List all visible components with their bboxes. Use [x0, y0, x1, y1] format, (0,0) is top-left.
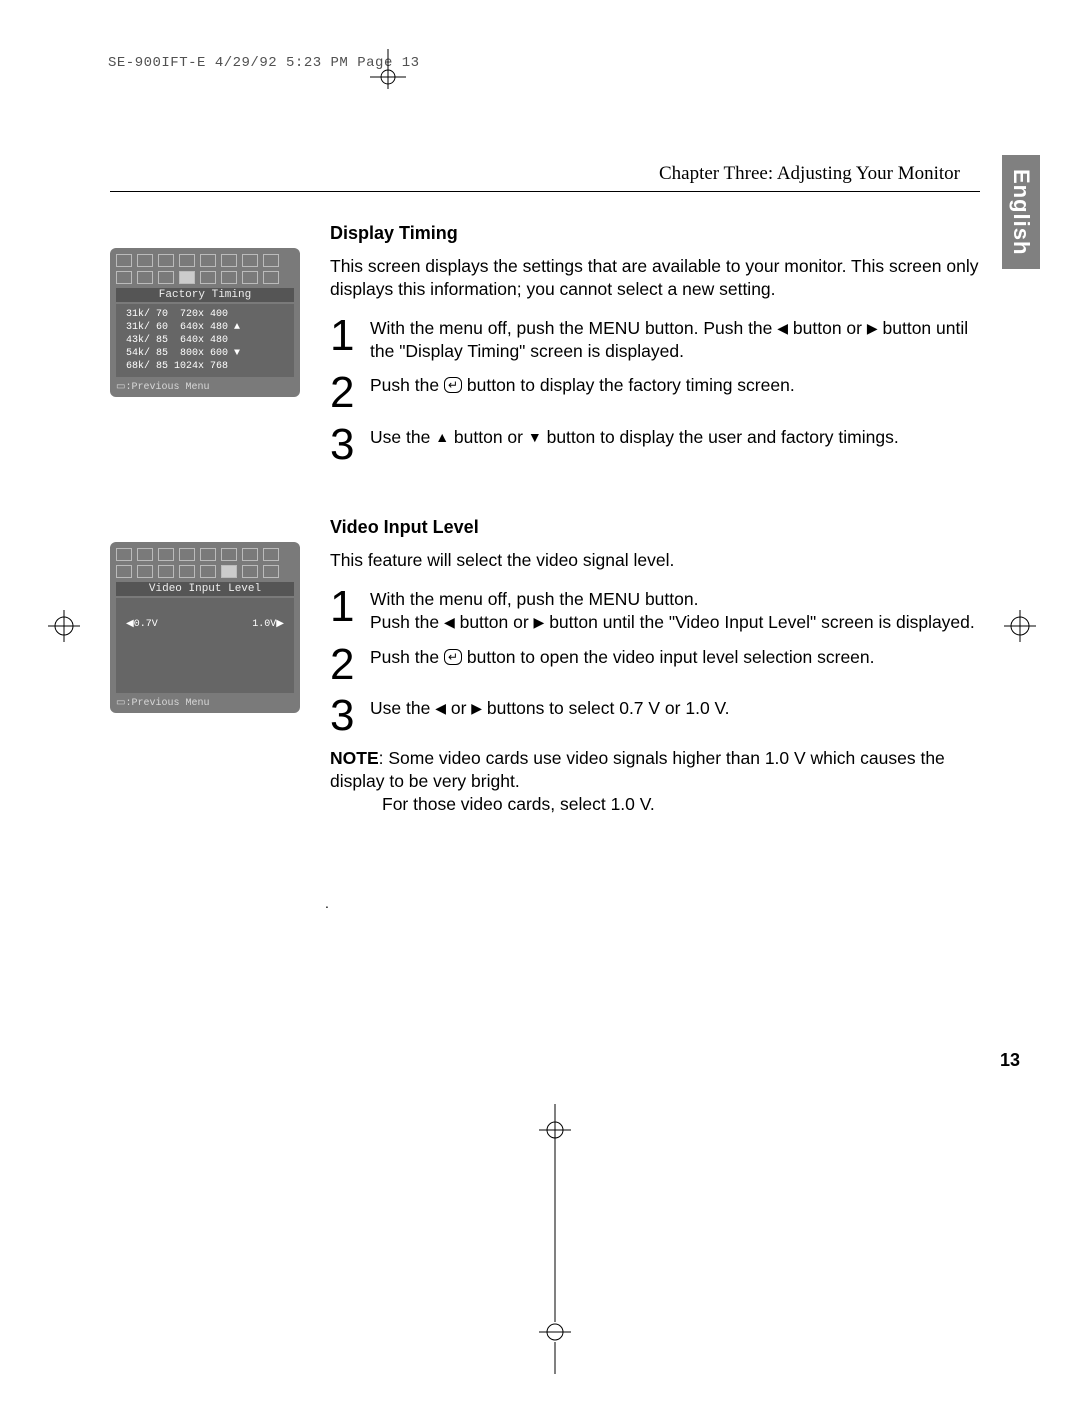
osd-screenshot-timing: Factory Timing 31k/ 70 720x 400 31k/ 60 … — [110, 248, 300, 397]
section-title: Video Input Level — [330, 516, 980, 539]
osd-footer: ▭:Previous Menu — [110, 381, 300, 395]
note-text: : Some video cards use video signals hig… — [330, 748, 945, 791]
step-text: buttons to select 0.7 V or 1.0 V. — [482, 698, 729, 718]
section-display-timing: Factory Timing 31k/ 70 720x 400 31k/ 60 … — [110, 222, 980, 476]
register-mark-left — [44, 606, 84, 646]
step-number: 1 — [330, 315, 358, 363]
step-text: button to display the user and factory t… — [542, 427, 899, 447]
section-intro: This screen displays the settings that a… — [330, 255, 980, 301]
down-arrow-icon: ▼ — [528, 428, 542, 446]
osd-icon-row — [110, 252, 300, 269]
osd-icon-row — [110, 546, 300, 563]
step-text: With the menu off, push the MENU button.… — [370, 318, 777, 338]
step-text: button until the "Video Input Level" scr… — [544, 612, 974, 632]
osd-title: Factory Timing — [116, 288, 294, 302]
osd-title: Video Input Level — [116, 582, 294, 596]
page-number: 13 — [1000, 1050, 1020, 1071]
osd-screenshot-video: Video Input Level ◀0.7V 1.0V▶ ▭:Previous… — [110, 542, 300, 713]
note-label: NOTE — [330, 748, 379, 768]
chapter-heading: Chapter Three: Adjusting Your Monitor — [110, 163, 980, 192]
left-arrow-icon: ◀ — [777, 319, 788, 337]
right-arrow-icon: ▶ — [471, 699, 482, 717]
crop-mark-top — [358, 49, 418, 89]
right-arrow-icon: ▶ — [867, 319, 878, 337]
step-number: 3 — [330, 695, 358, 737]
up-arrow-icon: ▲ — [435, 428, 449, 446]
step-2: 2 Push the ↵ button to display the facto… — [330, 372, 980, 414]
enter-icon: ↵ — [444, 649, 462, 665]
osd-footer: ▭:Previous Menu — [110, 697, 300, 711]
step-text: button to display the factory timing scr… — [462, 375, 795, 395]
step-text: button or — [449, 427, 528, 447]
note-text: For those video cards, select 1.0 V. — [330, 793, 980, 816]
step-text: Push the — [370, 647, 444, 667]
step-1: 1 With the menu off, push the MENU butto… — [330, 586, 980, 634]
step-number: 1 — [330, 586, 358, 634]
step-text: button or — [788, 318, 867, 338]
step-text: or — [446, 698, 471, 718]
section-title: Display Timing — [330, 222, 980, 245]
option-07v: ◀0.7V — [126, 618, 158, 673]
step-text: Use the — [370, 698, 435, 718]
osd-timing-list: 31k/ 70 720x 400 31k/ 60 640x 480 ▲ 43k/… — [116, 304, 294, 377]
step-text: Use the — [370, 427, 435, 447]
enter-icon: ↵ — [444, 377, 462, 393]
language-tab: English — [1002, 155, 1040, 269]
step-number: 2 — [330, 372, 358, 414]
section-video-input: Video Input Level ◀0.7V 1.0V▶ ▭:Previous… — [110, 516, 980, 815]
left-arrow-icon: ◀ — [435, 699, 446, 717]
step-text: With the menu off, push the MENU button. — [370, 589, 698, 609]
left-arrow-icon: ◀ — [444, 613, 455, 631]
register-mark-right — [1000, 606, 1040, 646]
osd-icon-row — [110, 269, 300, 286]
step-3: 3 Use the ◀ or ▶ buttons to select 0.7 V… — [330, 695, 980, 737]
option-10v: 1.0V▶ — [252, 618, 284, 673]
step-number: 2 — [330, 644, 358, 686]
right-arrow-icon: ▶ — [534, 613, 545, 631]
step-text: button or — [455, 612, 534, 632]
page-content: Chapter Three: Adjusting Your Monitor Fa… — [110, 163, 980, 855]
step-text: Push the — [370, 612, 444, 632]
step-text: Push the — [370, 375, 444, 395]
step-number: 3 — [330, 424, 358, 466]
step-1: 1 With the menu off, push the MENU butto… — [330, 315, 980, 363]
osd-icon-row — [110, 563, 300, 580]
osd-video-options: ◀0.7V 1.0V▶ — [116, 598, 294, 693]
crop-mark-bottom — [525, 1104, 585, 1404]
stray-dot: . — [325, 895, 329, 911]
step-2: 2 Push the ↵ button to open the video in… — [330, 644, 980, 686]
section-intro: This feature will select the video signa… — [330, 549, 980, 572]
step-text: button to open the video input level sel… — [462, 647, 875, 667]
note-block: NOTE: Some video cards use video signals… — [330, 747, 980, 815]
step-3: 3 Use the ▲ button or ▼ button to displa… — [330, 424, 980, 466]
